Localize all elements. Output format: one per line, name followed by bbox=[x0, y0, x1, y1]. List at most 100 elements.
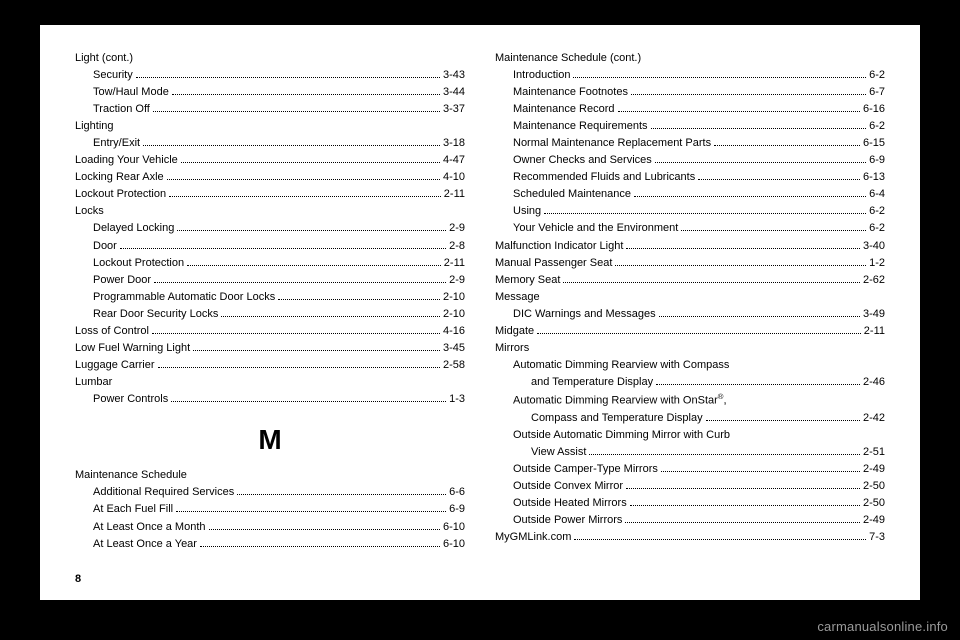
dot-leader bbox=[714, 145, 860, 146]
dot-leader bbox=[136, 77, 440, 78]
entry-label: Outside Power Mirrors bbox=[513, 512, 622, 529]
dot-leader bbox=[631, 94, 866, 95]
entry-page: 2-42 bbox=[863, 410, 885, 427]
index-entry: Outside Automatic Dimming Mirror with Cu… bbox=[495, 427, 885, 444]
index-entry: Mirrors bbox=[495, 340, 885, 357]
dot-leader bbox=[681, 230, 866, 231]
entry-label: Maintenance Record bbox=[513, 101, 615, 118]
index-entry: At Least Once a Month6-10 bbox=[75, 519, 465, 536]
index-entry: Normal Maintenance Replacement Parts6-15 bbox=[495, 135, 885, 152]
dot-leader bbox=[169, 196, 441, 197]
dot-leader bbox=[626, 248, 860, 249]
entry-label: Lighting bbox=[75, 118, 114, 135]
index-entry: Locking Rear Axle4-10 bbox=[75, 169, 465, 186]
entry-page: 2-11 bbox=[864, 323, 885, 340]
entry-label: Rear Door Security Locks bbox=[93, 306, 218, 323]
section-letter: M bbox=[75, 418, 465, 461]
entry-page: 2-50 bbox=[863, 478, 885, 495]
entry-label: DIC Warnings and Messages bbox=[513, 306, 656, 323]
dot-leader bbox=[187, 265, 441, 266]
entry-label: Owner Checks and Services bbox=[513, 152, 652, 169]
entry-page: 1-2 bbox=[869, 255, 885, 272]
entry-label: Automatic Dimming Rearview with OnStar®, bbox=[513, 391, 727, 410]
entry-label: Power Controls bbox=[93, 391, 168, 408]
entry-page: 6-7 bbox=[869, 84, 885, 101]
entry-page: 2-49 bbox=[863, 461, 885, 478]
index-entry: Maintenance Schedule (cont.) bbox=[495, 50, 885, 67]
entry-label: Outside Heated Mirrors bbox=[513, 495, 627, 512]
dot-leader bbox=[154, 282, 446, 283]
entry-page: 2-51 bbox=[863, 444, 885, 461]
dot-leader bbox=[651, 128, 867, 129]
index-entry: Introduction6-2 bbox=[495, 67, 885, 84]
entry-page: 2-11 bbox=[444, 186, 465, 203]
index-entry: Owner Checks and Services6-9 bbox=[495, 152, 885, 169]
dot-leader bbox=[574, 539, 866, 540]
dot-leader bbox=[656, 384, 860, 385]
index-entry: Locks bbox=[75, 203, 465, 220]
index-entry: Maintenance Record6-16 bbox=[495, 101, 885, 118]
entry-page: 3-43 bbox=[443, 67, 465, 84]
dot-leader bbox=[193, 350, 440, 351]
index-entry: Maintenance Requirements6-2 bbox=[495, 118, 885, 135]
dot-leader bbox=[626, 488, 860, 489]
entry-page: 2-11 bbox=[444, 255, 465, 272]
index-entry: Automatic Dimming Rearview with OnStar®, bbox=[495, 391, 885, 410]
index-entry: Power Controls1-3 bbox=[75, 391, 465, 408]
entry-label: View Assist bbox=[531, 444, 586, 461]
index-entry: Outside Power Mirrors2-49 bbox=[495, 512, 885, 529]
index-entry: Rear Door Security Locks2-10 bbox=[75, 306, 465, 323]
dot-leader bbox=[181, 162, 440, 163]
dot-leader bbox=[200, 546, 440, 547]
entry-label: Introduction bbox=[513, 67, 570, 84]
index-entry: Lockout Protection2-11 bbox=[75, 255, 465, 272]
entry-label: Locks bbox=[75, 203, 104, 220]
dot-leader bbox=[573, 77, 866, 78]
entry-page: 2-9 bbox=[449, 220, 465, 237]
entry-label: Maintenance Schedule bbox=[75, 467, 187, 484]
dot-leader bbox=[634, 196, 866, 197]
entry-label: Low Fuel Warning Light bbox=[75, 340, 190, 357]
dot-leader bbox=[172, 94, 440, 95]
entry-page: 2-9 bbox=[449, 272, 465, 289]
index-entry: Maintenance Footnotes6-7 bbox=[495, 84, 885, 101]
entry-label: At Least Once a Year bbox=[93, 536, 197, 553]
index-entry: Lockout Protection 2-11 bbox=[75, 186, 465, 203]
entry-page: 2-62 bbox=[863, 272, 885, 289]
entry-label: Scheduled Maintenance bbox=[513, 186, 631, 203]
dot-leader bbox=[544, 213, 866, 214]
dot-leader bbox=[143, 145, 440, 146]
entry-label: Automatic Dimming Rearview with Compass bbox=[513, 357, 729, 374]
index-entry: Tow/Haul Mode3-44 bbox=[75, 84, 465, 101]
entry-label: Entry/Exit bbox=[93, 135, 140, 152]
index-entry: Additional Required Services6-6 bbox=[75, 484, 465, 501]
index-entry: Message bbox=[495, 289, 885, 306]
index-entry: Automatic Dimming Rearview with Compass bbox=[495, 357, 885, 374]
dot-leader bbox=[237, 494, 446, 495]
dot-leader bbox=[706, 420, 860, 421]
entry-label: Loading Your Vehicle bbox=[75, 152, 178, 169]
entry-label: Maintenance Schedule (cont.) bbox=[495, 50, 641, 67]
index-entry: View Assist 2-51 bbox=[495, 444, 885, 461]
entry-label: Memory Seat bbox=[495, 272, 560, 289]
right-column: Maintenance Schedule (cont.)Introduction… bbox=[495, 50, 885, 565]
dot-leader bbox=[152, 333, 440, 334]
entry-page: 6-9 bbox=[449, 501, 465, 518]
entry-label: Lumbar bbox=[75, 374, 112, 391]
entry-page: 2-8 bbox=[449, 238, 465, 255]
entry-label: At Least Once a Month bbox=[93, 519, 206, 536]
index-entry: At Each Fuel Fill6-9 bbox=[75, 501, 465, 518]
index-entry: Maintenance Schedule bbox=[75, 467, 465, 484]
dot-leader bbox=[176, 511, 446, 512]
dot-leader bbox=[659, 316, 860, 317]
dot-leader bbox=[171, 401, 446, 402]
entry-label: Luggage Carrier bbox=[75, 357, 155, 374]
entry-label: Lockout Protection bbox=[75, 186, 166, 203]
entry-page: 6-2 bbox=[869, 118, 885, 135]
entry-label: Normal Maintenance Replacement Parts bbox=[513, 135, 711, 152]
index-entry: and Temperature Display2-46 bbox=[495, 374, 885, 391]
entry-label: Power Door bbox=[93, 272, 151, 289]
dot-leader bbox=[615, 265, 866, 266]
index-entry: Compass and Temperature Display2-42 bbox=[495, 410, 885, 427]
entry-label: Using bbox=[513, 203, 541, 220]
